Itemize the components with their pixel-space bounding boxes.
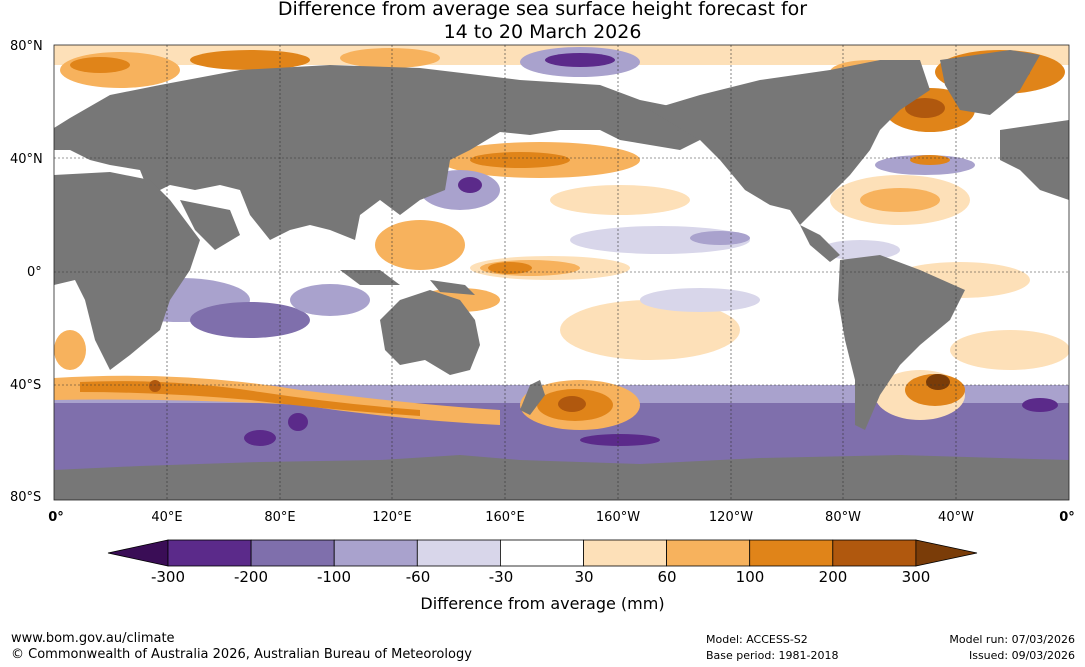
footer-copyright: © Commonwealth of Australia 2026, Austra…	[11, 647, 472, 662]
lat-label-40n: 40°N	[10, 152, 43, 167]
land-new-zealand	[520, 380, 545, 415]
colorbar-segment	[499, 539, 584, 567]
colorbar-segment	[749, 539, 834, 567]
lon-label-0-right: 0°	[1059, 510, 1075, 525]
lon-label-80e: 80°E	[264, 510, 296, 525]
colorbar-segment	[666, 539, 751, 567]
colorbar-tick-8: 100	[735, 568, 765, 586]
land-central-america	[800, 225, 840, 262]
colorbar-segment	[583, 539, 667, 567]
footer-issued: Issued: 09/03/2026	[968, 649, 1075, 662]
colorbar-segment	[333, 539, 418, 567]
land-eurasia	[54, 65, 700, 240]
land-australia	[380, 290, 480, 375]
colorbar-tick-3: -100	[316, 568, 352, 586]
land-north-america	[650, 60, 930, 225]
colorbar-tick-4: -60	[405, 568, 431, 586]
lon-label-160w: 160°W	[595, 510, 641, 525]
lon-label-80w: 80°W	[825, 510, 861, 525]
lon-label-120w: 120°W	[708, 510, 754, 525]
colorbar-tick-9: 200	[818, 568, 848, 586]
lon-label-120e: 120°E	[372, 510, 412, 525]
colorbar-tick-2: -200	[233, 568, 269, 586]
land-africa	[54, 172, 200, 370]
colorbar-segment	[416, 539, 501, 567]
southern-positive-band	[54, 330, 1069, 430]
colorbar-segment	[250, 539, 335, 567]
colorbar	[107, 539, 978, 567]
colorbar-tick-6: 30	[574, 568, 594, 586]
lon-label-0-left: 0°	[48, 510, 64, 525]
graticule	[54, 45, 1069, 500]
footer-model-run: Model run: 07/03/2026	[949, 633, 1075, 646]
colorbar-extend-low	[107, 539, 169, 567]
lat-label-40s: 40°S	[10, 378, 42, 393]
land-indonesia	[340, 270, 400, 285]
map-title-line-2: 14 to 20 March 2026	[443, 21, 642, 43]
colorbar-tick-1: -300	[150, 568, 186, 586]
colorbar-title: Difference from average (mm)	[420, 594, 665, 613]
land-greenland	[940, 50, 1040, 115]
colorbar-segment	[167, 539, 252, 567]
footer-website: www.bom.gov.au/climate	[11, 631, 175, 646]
land-antarctica	[54, 455, 1069, 500]
lon-label-160e: 160°E	[485, 510, 525, 525]
land-south-america	[838, 255, 965, 430]
colorbar-tick-10: 300	[901, 568, 931, 586]
land-europe-west	[1000, 120, 1069, 200]
map-frame	[53, 44, 1070, 501]
lon-label-40e: 40°E	[151, 510, 183, 525]
map-panel	[54, 45, 1069, 500]
lat-label-80n: 80°N	[10, 39, 43, 54]
colorbar-segment	[832, 539, 917, 567]
lat-label-80s: 80°S	[10, 490, 42, 505]
lat-label-equator: 0°	[27, 265, 42, 280]
colorbar-tick-5: -30	[488, 568, 514, 586]
land-masses	[54, 50, 1069, 500]
footer-model: Model: ACCESS-S2	[706, 633, 808, 646]
colorbar-tick-7: 60	[657, 568, 677, 586]
land-new-guinea	[430, 280, 475, 295]
footer-base-period: Base period: 1981-2018	[706, 649, 839, 662]
map-title-line-1: Difference from average sea surface heig…	[277, 0, 808, 20]
lon-label-40w: 40°W	[938, 510, 974, 525]
colorbar-extend-high	[915, 539, 978, 567]
land-arabia	[180, 200, 240, 250]
